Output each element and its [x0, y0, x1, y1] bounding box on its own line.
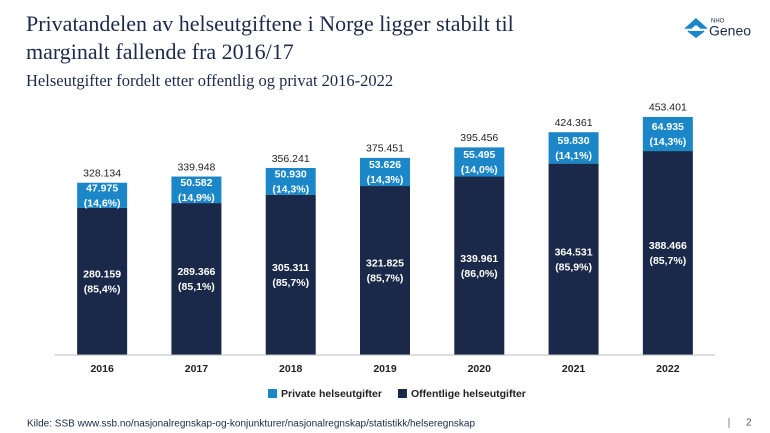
value-label-line: (85,4%)	[84, 283, 121, 295]
value-label-line: (14,3%)	[272, 183, 309, 195]
x-tick-label: 2016	[90, 363, 114, 375]
logo: NHO Geneo	[684, 17, 751, 39]
x-tick-label: 2021	[562, 363, 586, 375]
total-label: 328.134	[83, 168, 121, 180]
value-label-line: 53.626	[369, 159, 401, 171]
logo-small: NHO	[711, 19, 725, 25]
value-label-line: 305.311	[272, 262, 310, 274]
total-label: 395.456	[460, 132, 498, 144]
bar-segment	[171, 176, 222, 204]
value-label-line: (85,9%)	[555, 261, 592, 273]
value-label: 59.830 (14,1%)	[555, 135, 592, 162]
value-label-line: 55.495	[463, 149, 495, 161]
bar-segment	[360, 157, 410, 187]
bar-segment	[77, 182, 128, 208]
legend-swatch	[397, 389, 407, 398]
value-label-line: 339.961	[460, 253, 498, 265]
value-label-line: (85,7%)	[272, 277, 309, 289]
value-label-line: (14,3%)	[649, 136, 686, 148]
value-label: 53.626 (14,3%)	[367, 159, 404, 186]
legend-label: Offentlige helseutgifter	[411, 388, 526, 400]
x-tick-label: 2019	[373, 363, 397, 375]
bar-segment	[454, 176, 505, 355]
bar-segment	[548, 163, 599, 355]
bar-segment	[265, 167, 316, 195]
value-label-line: 50.930	[275, 168, 307, 180]
bar-segment	[548, 132, 599, 164]
bar-segment	[171, 203, 222, 355]
value-label-line: (14,6%)	[84, 197, 121, 209]
title-line: marginalt fallende fra 2016/17	[26, 39, 294, 64]
legend-label: Private helseutgifter	[281, 388, 382, 400]
value-label-line: 364.531	[555, 246, 593, 258]
value-label: 55.495 (14,0%)	[461, 149, 498, 176]
value-label-line: 280.159	[83, 268, 121, 280]
legend-swatch	[268, 389, 277, 398]
x-tick-label: 2017	[185, 363, 209, 375]
value-label-line: 59.830	[558, 135, 590, 147]
bar-segment	[642, 116, 693, 152]
logo-name: Geneo	[709, 23, 751, 39]
page-number: 2	[746, 418, 752, 429]
value-label-line: (14,9%)	[178, 192, 215, 204]
value-label: 50.582 (14,9%)	[178, 177, 215, 204]
logo-icon	[684, 17, 708, 38]
value-label-line: (14,3%)	[367, 174, 404, 186]
value-label-line: (86,0%)	[461, 268, 498, 280]
value-label-line: 321.825	[366, 257, 404, 269]
x-tick-label: 2018	[279, 363, 303, 375]
bar-segment	[265, 194, 316, 355]
value-label: 47.975 (14,6%)	[84, 182, 121, 209]
value-label-line: (85,1%)	[178, 281, 215, 293]
value-label-line: 47.975	[86, 182, 118, 194]
value-label-line: (85,7%)	[367, 272, 404, 284]
x-tick-label: 2020	[468, 363, 492, 375]
value-label-line: (85,7%)	[649, 255, 686, 267]
value-label: 305.311 (85,7%)	[272, 262, 310, 289]
total-label: 375.451	[366, 143, 404, 155]
value-label-line: 388.466	[649, 240, 687, 252]
bar-segment	[360, 186, 410, 355]
value-label: 388.466 (85,7%)	[649, 240, 687, 267]
total-label: 356.241	[272, 153, 310, 165]
value-label: 339.961 (86,0%)	[460, 253, 498, 280]
value-label-line: 289.366	[177, 266, 215, 278]
subtitle: Helseutgifter fordelt etter offentlig og…	[26, 71, 393, 90]
value-label: 280.159 (85,4%)	[83, 268, 121, 295]
total-label: 453.401	[649, 102, 687, 114]
bar-segment	[454, 147, 505, 177]
total-label: 339.948	[177, 161, 215, 173]
title-line: Privatandelen av helseutgiftene i Norge …	[26, 11, 514, 36]
bar-segment	[77, 207, 128, 355]
total-label: 424.361	[555, 117, 593, 129]
x-tick-label: 2022	[656, 363, 680, 375]
value-label: 321.825 (85,7%)	[366, 257, 404, 284]
source: Kilde: SSB www.ssb.no/nasjonalregnskap-o…	[27, 419, 475, 430]
value-label-line: (14,0%)	[461, 164, 498, 176]
value-label-line: 50.582	[180, 177, 212, 189]
value-label: 64.935 (14,3%)	[649, 121, 686, 148]
value-label: 364.531 (85,9%)	[555, 246, 593, 273]
value-label: 289.366 (85,1%)	[177, 266, 215, 293]
value-label: 50.930 (14,3%)	[272, 168, 309, 195]
value-label-line: 64.935	[652, 121, 684, 133]
plot: 280.159 (85,4%) 47.975 (14,6%) 328.134 2016 28…	[55, 102, 715, 400]
bar-segment	[642, 151, 693, 355]
value-label-line: (14,1%)	[555, 150, 592, 162]
